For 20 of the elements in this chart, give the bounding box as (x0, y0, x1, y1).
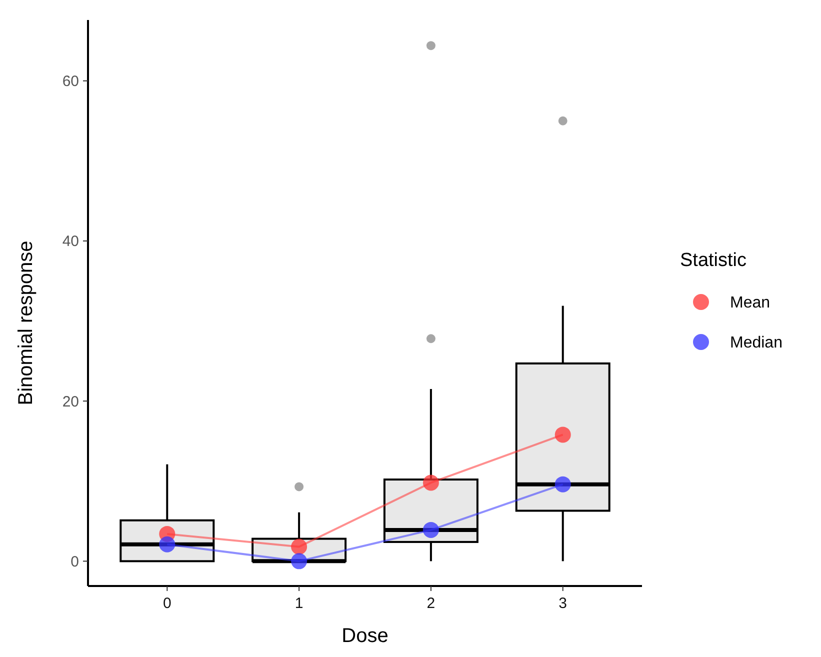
point (422, 522, 439, 538)
x-axis-title: Dose (342, 625, 388, 647)
legend-title: Statistic (680, 250, 747, 271)
point (291, 553, 308, 570)
point (159, 536, 176, 552)
x-tick-label: 3 (558, 595, 568, 612)
x-tick-label: 1 (294, 595, 304, 612)
legend-label: Median (730, 334, 782, 352)
y-axis-title: Binomial response (15, 240, 37, 406)
point (554, 426, 571, 443)
y-tick-label: 60 (62, 73, 79, 90)
y-tick-label: 20 (62, 393, 79, 410)
point (422, 474, 439, 491)
x-tick-label: 0 (162, 595, 172, 612)
x-tick-label: 2 (426, 595, 436, 612)
y-tick-label: 40 (62, 233, 79, 250)
point (291, 538, 308, 555)
legend-label: Mean (730, 294, 770, 312)
point (554, 476, 571, 492)
y-tick-label: 0 (70, 553, 79, 570)
